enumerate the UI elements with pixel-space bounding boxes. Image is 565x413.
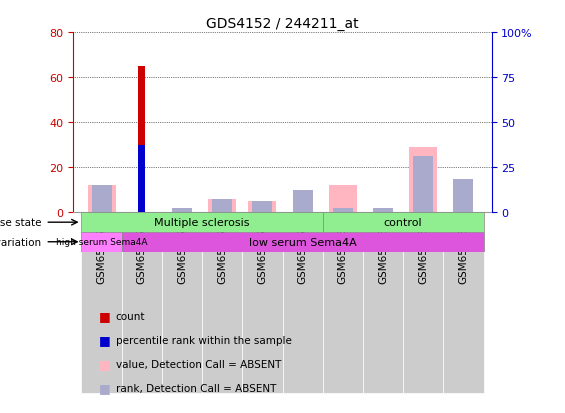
Text: Multiple sclerosis: Multiple sclerosis: [154, 218, 250, 228]
Bar: [253, 202, 272, 213]
Text: rank, Detection Call = ABSENT: rank, Detection Call = ABSENT: [116, 383, 276, 393]
Bar: [242, 213, 282, 393]
Text: high serum Sema4A: high serum Sema4A: [56, 237, 147, 247]
Bar: [413, 157, 433, 213]
Bar: [92, 186, 112, 213]
Bar: [444, 213, 484, 393]
Bar: [363, 213, 403, 393]
Text: ■: ■: [99, 309, 111, 323]
Text: ■: ■: [99, 333, 111, 347]
Title: GDS4152 / 244211_at: GDS4152 / 244211_at: [206, 17, 359, 31]
Text: count: count: [116, 311, 145, 321]
Bar: [333, 209, 353, 213]
Bar: [373, 209, 393, 213]
Bar: [138, 145, 145, 213]
Bar: [329, 186, 357, 213]
Bar: [81, 213, 323, 233]
Bar: [121, 233, 484, 252]
Bar: [172, 209, 192, 213]
Text: ■: ■: [99, 357, 111, 370]
Bar: [249, 202, 276, 213]
Text: ■: ■: [99, 381, 111, 394]
Bar: [162, 213, 202, 393]
Bar: [403, 213, 444, 393]
Text: genotype/variation: genotype/variation: [0, 237, 41, 247]
Bar: [212, 199, 232, 213]
Bar: [121, 213, 162, 393]
Bar: [409, 148, 437, 213]
Bar: [293, 190, 312, 213]
Text: disease state: disease state: [0, 218, 41, 228]
Bar: [202, 213, 242, 393]
Bar: [208, 199, 236, 213]
Bar: [453, 179, 473, 213]
Text: percentile rank within the sample: percentile rank within the sample: [116, 335, 292, 345]
Bar: [138, 67, 145, 213]
Text: value, Detection Call = ABSENT: value, Detection Call = ABSENT: [116, 359, 281, 369]
Bar: [81, 213, 121, 393]
Text: control: control: [384, 218, 423, 228]
Bar: [323, 213, 484, 233]
Bar: [323, 213, 363, 393]
Text: low serum Sema4A: low serum Sema4A: [249, 237, 357, 247]
Bar: [282, 213, 323, 393]
Bar: [81, 233, 121, 252]
Bar: [88, 186, 116, 213]
